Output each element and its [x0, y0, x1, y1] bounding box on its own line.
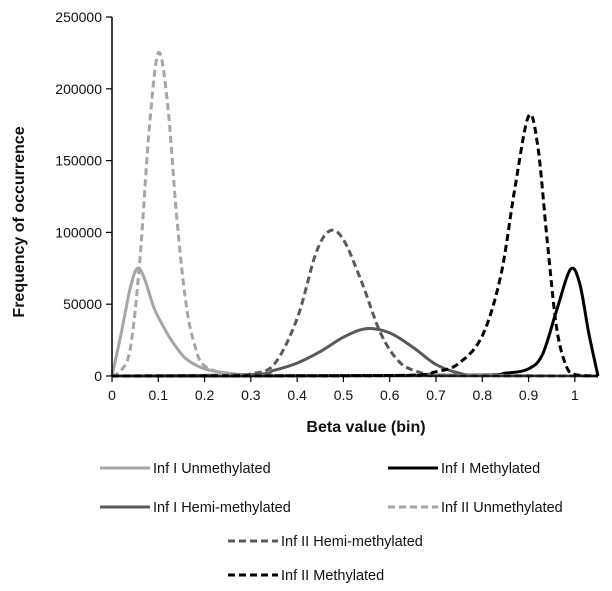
x-tick-label: 0.2 — [195, 387, 215, 403]
x-tick-label: 0.3 — [241, 387, 261, 403]
y-axis-title: Frequency of occurrence — [11, 126, 28, 317]
x-tick-label: 0 — [108, 387, 116, 403]
x-tick-label: 0.8 — [473, 387, 493, 403]
x-tick-label: 0.1 — [149, 387, 169, 403]
x-tick-label: 0.7 — [426, 387, 446, 403]
axes — [111, 17, 598, 377]
y-tick-label: 0 — [94, 368, 102, 384]
legend: Inf I Unmethylated Inf I Methylated Inf I … — [100, 461, 563, 584]
legend-label-inf-i-unmethylated: Inf I Unmethylated — [153, 461, 271, 477]
legend-label-inf-i-hemi-methylated: Inf I Hemi-methylated — [153, 500, 291, 516]
legend-label-inf-ii-unmethylated: Inf II Unmethylated — [441, 500, 563, 516]
series-line-inf-ii-methylated — [111, 112, 599, 378]
x-ticks: 0 0.1 0.2 0.3 0.4 0.5 0.6 0.7 0.8 0.9 1 — [108, 376, 579, 403]
y-tick-label: 50000 — [63, 296, 102, 312]
y-tick-label: 150000 — [55, 153, 102, 169]
plot-series — [110, 51, 600, 378]
x-tick-label: 0.6 — [380, 387, 400, 403]
legend-label-inf-ii-methylated: Inf II Methylated — [281, 568, 384, 584]
y-tick-label: 100000 — [55, 224, 102, 240]
x-tick-label: 0.9 — [519, 387, 539, 403]
y-ticks: 0 50000 100000 150000 200000 250000 — [55, 9, 112, 384]
series-line-inf-ii-unmethylated — [111, 51, 599, 378]
legend-label-inf-ii-hemi-methylated: Inf II Hemi-methylated — [281, 534, 423, 550]
legend-label-inf-i-methylated: Inf I Methylated — [441, 461, 540, 477]
x-tick-label: 0.4 — [287, 387, 307, 403]
x-tick-label: 1 — [571, 387, 579, 403]
series-line-inf-i-hemi-methylated — [111, 326, 599, 378]
x-tick-label: 0.5 — [334, 387, 354, 403]
x-axis-title: Beta value (bin) — [306, 419, 425, 436]
y-tick-label: 200000 — [55, 81, 102, 97]
y-tick-label: 250000 — [55, 9, 102, 25]
